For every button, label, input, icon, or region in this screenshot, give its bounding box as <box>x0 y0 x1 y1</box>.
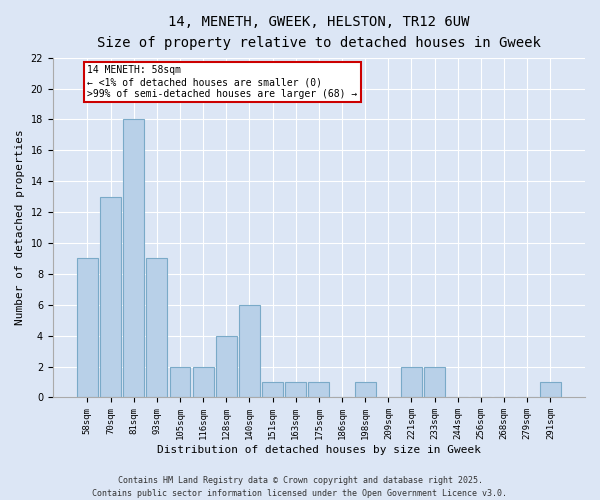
Title: 14, MENETH, GWEEK, HELSTON, TR12 6UW
Size of property relative to detached house: 14, MENETH, GWEEK, HELSTON, TR12 6UW Siz… <box>97 15 541 50</box>
Bar <box>123 120 144 398</box>
Y-axis label: Number of detached properties: Number of detached properties <box>15 130 25 326</box>
Bar <box>262 382 283 398</box>
Bar <box>146 258 167 398</box>
Bar <box>100 196 121 398</box>
Bar <box>540 382 561 398</box>
Bar <box>401 366 422 398</box>
Text: Contains HM Land Registry data © Crown copyright and database right 2025.
Contai: Contains HM Land Registry data © Crown c… <box>92 476 508 498</box>
Text: 14 MENETH: 58sqm
← <1% of detached houses are smaller (0)
>99% of semi-detached : 14 MENETH: 58sqm ← <1% of detached house… <box>88 66 358 98</box>
Bar <box>170 366 190 398</box>
Bar <box>77 258 98 398</box>
Bar <box>239 305 260 398</box>
Bar <box>308 382 329 398</box>
X-axis label: Distribution of detached houses by size in Gweek: Distribution of detached houses by size … <box>157 445 481 455</box>
Bar <box>216 336 237 398</box>
Bar <box>193 366 214 398</box>
Bar <box>355 382 376 398</box>
Bar <box>286 382 306 398</box>
Bar <box>424 366 445 398</box>
